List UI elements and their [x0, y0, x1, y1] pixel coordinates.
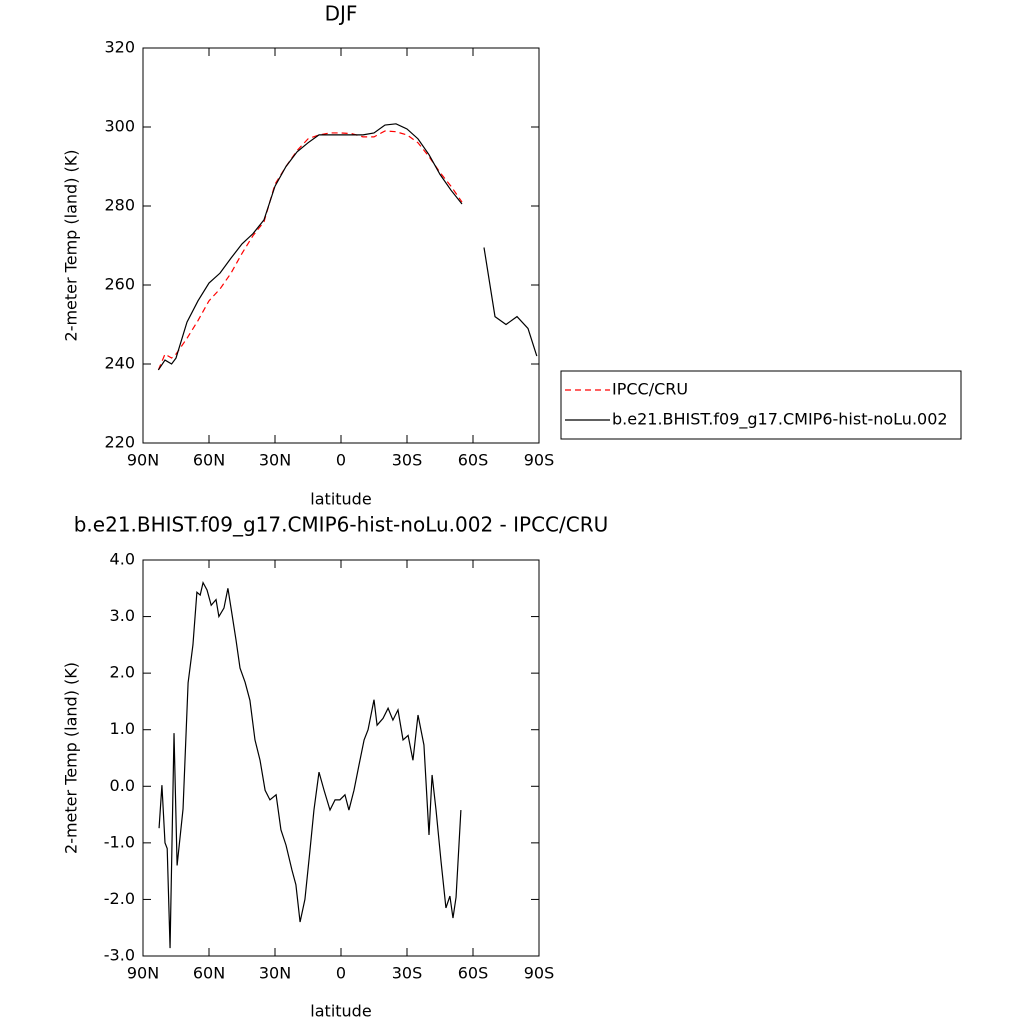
x-tick-label: 0 — [336, 964, 346, 983]
chart-title: DJF — [325, 2, 358, 26]
x-tick-label: 60N — [193, 451, 225, 470]
x-tick-label: 90N — [127, 964, 159, 983]
legend-label: b.e21.BHIST.f09_g17.CMIP6-hist-noLu.002 — [612, 410, 948, 430]
x-tick-label: 60N — [193, 964, 225, 983]
data-line — [157, 130, 463, 371]
x-axis-label: latitude — [310, 490, 371, 509]
y-axis-label: 2-meter Temp (land) (K) — [62, 662, 81, 854]
y-tick-label: 240 — [104, 354, 135, 373]
chart-title: b.e21.BHIST.f09_g17.CMIP6-hist-noLu.002 … — [74, 513, 609, 537]
x-axis-label: latitude — [310, 1002, 371, 1021]
data-line — [157, 123, 538, 371]
x-tick-label: 60S — [458, 451, 489, 470]
y-tick-label: 260 — [104, 275, 135, 294]
data-line — [158, 580, 462, 949]
x-tick-label: 30S — [392, 451, 423, 470]
y-tick-label: 2.0 — [110, 663, 135, 682]
x-tick-label: 30N — [259, 964, 291, 983]
legend-box — [560, 370, 962, 440]
x-tick-label: 90S — [524, 964, 555, 983]
y-tick-label: -1.0 — [104, 832, 135, 851]
plot-frame — [142, 47, 540, 444]
y-tick-label: 220 — [104, 433, 135, 452]
x-tick-label: 60S — [458, 964, 489, 983]
y-tick-label: 320 — [104, 38, 135, 57]
x-tick-label: 0 — [336, 451, 346, 470]
x-tick-label: 30S — [392, 964, 423, 983]
y-tick-label: -2.0 — [104, 889, 135, 908]
y-tick-label: 300 — [104, 117, 135, 136]
y-tick-label: 4.0 — [110, 550, 135, 569]
y-tick-label: 3.0 — [110, 606, 135, 625]
x-tick-label: 30N — [259, 451, 291, 470]
y-tick-label: 0.0 — [110, 776, 135, 795]
y-tick-label: -3.0 — [104, 946, 135, 965]
x-tick-label: 90N — [127, 451, 159, 470]
x-tick-label: 90S — [524, 451, 555, 470]
y-axis-label: 2-meter Temp (land) (K) — [62, 150, 81, 342]
plot-frame — [142, 559, 540, 957]
y-tick-label: 280 — [104, 196, 135, 215]
legend-label: IPCC/CRU — [612, 380, 688, 399]
y-tick-label: 1.0 — [110, 719, 135, 738]
